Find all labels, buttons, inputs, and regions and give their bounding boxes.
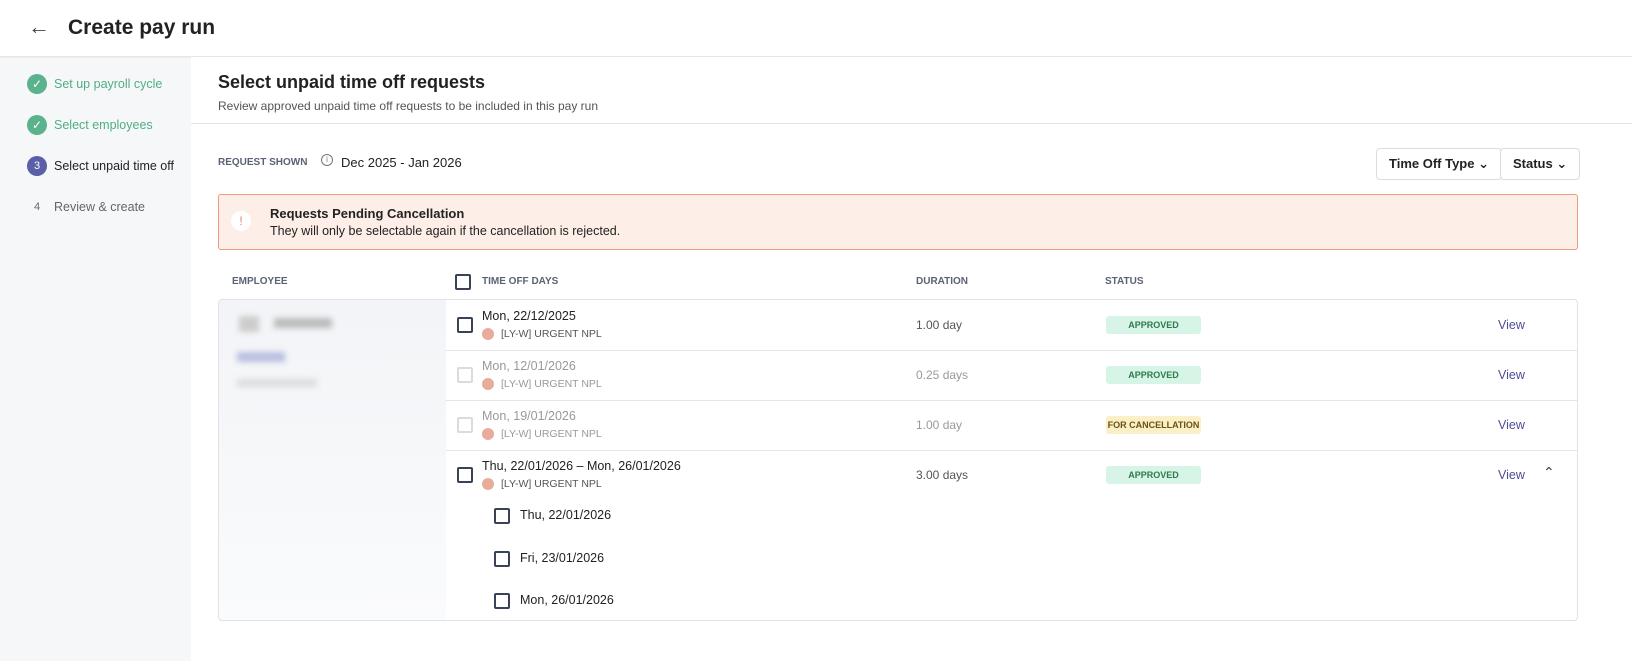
column-header: STATUS bbox=[1105, 276, 1144, 287]
row-type: [LY-W] URGENT NPL bbox=[501, 478, 602, 490]
day-label: Thu, 22/01/2026 bbox=[520, 508, 612, 522]
type-dot bbox=[482, 328, 494, 340]
step-label[interactable]: Set up payroll cycle bbox=[54, 77, 163, 91]
redacted-name bbox=[274, 318, 332, 328]
filter-label: REQUEST SHOWN bbox=[218, 157, 308, 168]
row-type: [LY-W] URGENT NPL bbox=[501, 378, 602, 390]
table: Mon, 22/12/2025 [LY-W] URGENT NPL 1.00 day… bbox=[218, 299, 1578, 621]
type-dot bbox=[482, 428, 494, 440]
row-date: Mon, 22/12/2025 bbox=[482, 309, 576, 323]
status-badge: APPROVED bbox=[1106, 366, 1201, 384]
top-bar: ← Create pay run bbox=[0, 0, 1632, 56]
row-duration: 1.00 day bbox=[916, 318, 963, 332]
view-link[interactable]: View bbox=[1498, 318, 1525, 332]
status-badge: APPROVED bbox=[1106, 316, 1201, 334]
select-all-checkbox[interactable] bbox=[455, 274, 471, 290]
step-number: 3 bbox=[27, 156, 47, 176]
type-dot bbox=[482, 478, 494, 490]
row-divider bbox=[446, 450, 1577, 451]
day-label: Mon, 26/01/2026 bbox=[520, 593, 614, 607]
row-duration: 3.00 days bbox=[916, 468, 969, 482]
button-label: Time Off Type bbox=[1389, 156, 1475, 171]
row-checkbox bbox=[457, 367, 473, 383]
row-date: Thu, 22/01/2026 – Mon, 26/01/2026 bbox=[482, 459, 681, 473]
view-link[interactable]: View bbox=[1498, 468, 1525, 482]
view-link[interactable]: View bbox=[1498, 368, 1525, 382]
day-checkbox[interactable] bbox=[494, 593, 510, 609]
day-checkbox[interactable] bbox=[494, 550, 510, 567]
column-header: DURATION bbox=[916, 276, 969, 287]
step-check: ✓ bbox=[27, 115, 47, 135]
alert: ! Requests Pending Cancellation They wil… bbox=[218, 194, 1578, 250]
section-title: Select unpaid time off requests bbox=[218, 72, 486, 92]
step-check: ✓ bbox=[27, 74, 47, 94]
row-duration: 1.00 day bbox=[916, 418, 963, 432]
column-header: EMPLOYEE bbox=[232, 276, 288, 287]
filter-button[interactable]: Time Off Type ⌄ bbox=[1376, 148, 1502, 180]
info-icon[interactable]: i bbox=[321, 154, 333, 166]
alert-icon: ! bbox=[231, 211, 251, 231]
employee-cell bbox=[219, 300, 446, 620]
type-dot bbox=[482, 378, 494, 390]
avatar bbox=[239, 316, 259, 332]
step-label[interactable]: Select unpaid time off bbox=[54, 159, 174, 173]
row-divider bbox=[446, 400, 1577, 401]
alert-title: Requests Pending Cancellation bbox=[270, 206, 465, 221]
view-link[interactable]: View bbox=[1498, 418, 1525, 432]
step-label[interactable]: Review & create bbox=[54, 200, 146, 214]
collapse-chevron[interactable]: ⌃ bbox=[1543, 464, 1555, 480]
button-label: Status bbox=[1513, 156, 1553, 171]
row-checkbox[interactable] bbox=[457, 317, 473, 333]
date-range[interactable]: Dec 2025 - Jan 2026 bbox=[341, 155, 462, 170]
row-duration: 0.25 days bbox=[916, 368, 969, 382]
step-label[interactable]: Select employees bbox=[54, 118, 153, 132]
status-badge: APPROVED bbox=[1106, 466, 1201, 484]
row-checkbox bbox=[457, 417, 473, 433]
alert-message: They will only be selectable again if th… bbox=[270, 224, 621, 238]
section-subtitle: Review approved unpaid time off requests… bbox=[218, 99, 599, 113]
day-checkbox[interactable] bbox=[494, 508, 510, 524]
step-number: 4 bbox=[33, 201, 41, 213]
row-date: Mon, 19/01/2026 bbox=[482, 409, 576, 423]
redacted-link bbox=[237, 352, 285, 362]
column-header: TIME OFF DAYS bbox=[482, 276, 559, 287]
row-checkbox[interactable] bbox=[457, 467, 473, 483]
status-badge: FOR CANCELLATION bbox=[1106, 416, 1201, 434]
redacted-link bbox=[237, 379, 317, 387]
row-type: [LY-W] URGENT NPL bbox=[501, 428, 602, 440]
back-arrow[interactable]: ← bbox=[28, 14, 50, 39]
page-title: Create pay run bbox=[68, 16, 216, 39]
day-label: Fri, 23/01/2026 bbox=[520, 550, 605, 565]
row-divider bbox=[446, 350, 1577, 351]
filter-button[interactable]: Status ⌄ bbox=[1500, 148, 1581, 180]
row-type: [LY-W] URGENT NPL bbox=[501, 328, 602, 340]
row-date: Mon, 12/01/2026 bbox=[482, 359, 576, 373]
